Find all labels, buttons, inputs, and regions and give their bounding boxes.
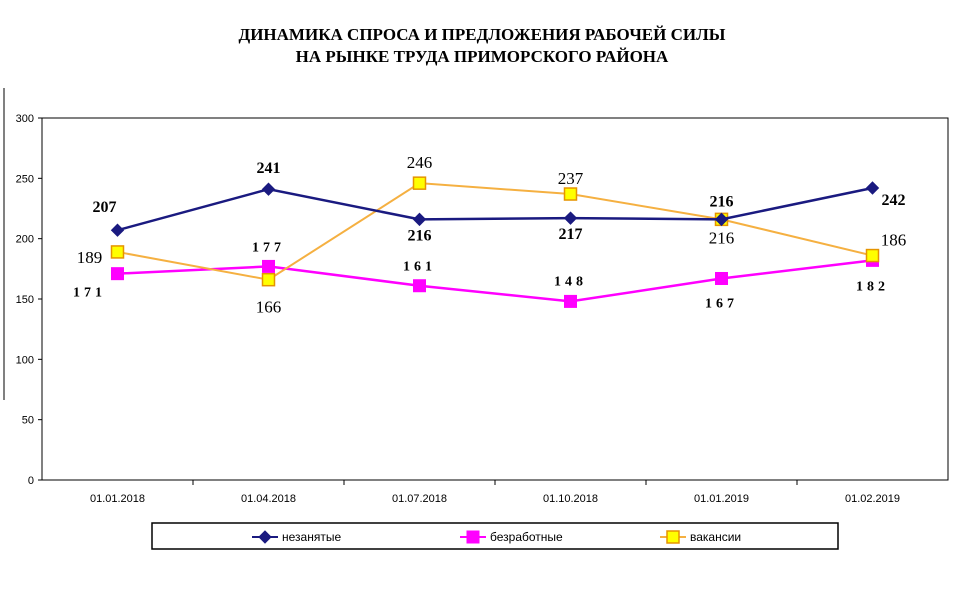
data-label: 207 (93, 199, 117, 216)
data-point-1-3 (564, 294, 577, 308)
y-tick-label: 150 (16, 294, 34, 306)
plot-area (41, 117, 949, 481)
axes: 0 50 100 150 200 250 300 01.01.2018 01.04.2018 01… (16, 113, 900, 505)
data-point-1-2 (413, 279, 426, 293)
data-label: 216 (408, 227, 432, 244)
legend: незанятые безработные вакансии (252, 530, 741, 544)
legend-marker-0 (258, 530, 272, 544)
data-label: 242 (882, 192, 906, 209)
data-point-0-5 (865, 181, 880, 195)
data-label: 167 (705, 296, 738, 311)
y-tick-label: 200 (16, 234, 34, 246)
data-point-1-4 (715, 271, 728, 285)
data-label: 161 (403, 260, 436, 275)
legend-marker-2 (666, 530, 680, 544)
data-label: 216 (709, 228, 735, 247)
y-tick-label: 0 (28, 475, 34, 487)
series-line-2 (117, 182, 873, 281)
data-point-1-1 (262, 259, 275, 273)
data-point-2-3 (563, 187, 578, 201)
data-label: 237 (558, 169, 584, 188)
data-label: 241 (257, 160, 281, 177)
data-point-0-1 (261, 182, 276, 196)
data-label: 177 (252, 240, 285, 255)
data-point-0-0 (110, 223, 125, 237)
data-label: 182 (856, 279, 889, 294)
legend-label: незанятые (282, 530, 341, 544)
y-tick-label: 100 (16, 354, 34, 366)
x-tick-label: 01.07.2018 (392, 493, 447, 505)
data-label: 246 (407, 153, 433, 172)
legend-marker-1 (466, 530, 480, 544)
data-label: 148 (554, 274, 587, 289)
y-tick-label: 250 (16, 173, 34, 185)
y-tick-label: 300 (16, 113, 34, 125)
data-point-0-2 (412, 212, 427, 227)
data-label: 189 (77, 248, 103, 267)
x-tick-label: 01.01.2018 (90, 493, 145, 505)
data-point-1-0 (111, 267, 124, 281)
data-point-0-4 (714, 212, 729, 227)
data-label: 171 (73, 286, 106, 301)
data-point-2-5 (865, 248, 880, 263)
data-label: 216 (710, 193, 734, 210)
data-label: 217 (559, 226, 583, 243)
data-label: 186 (881, 231, 907, 250)
series-lines (110, 176, 880, 308)
x-tick-label: 01.04.2018 (241, 493, 296, 505)
x-tick-label: 01.10.2018 (543, 493, 598, 505)
x-tick-label: 01.02.2019 (845, 493, 900, 505)
data-point-0-3 (563, 211, 578, 225)
data-point-2-1 (261, 272, 276, 287)
series-line-0 (117, 186, 873, 232)
legend-label: безработные (490, 530, 563, 544)
chart-title-line-2: НА РЫНКЕ ТРУДА ПРИМОРСКОГО РАЙОНА (296, 47, 669, 66)
x-tick-label: 01.01.2019 (694, 493, 749, 505)
data-point-2-0 (110, 245, 125, 259)
legend-label: вакансии (690, 530, 741, 544)
y-tick-label: 50 (22, 415, 34, 427)
data-labels: 207 241 216 217 216 242 171 177 161 148 167 182 189 1… (73, 153, 906, 317)
series-line-1 (117, 259, 873, 303)
data-point-2-2 (412, 176, 427, 190)
data-label: 166 (256, 298, 282, 317)
chart-title-line-1: ДИНАМИКА СПРОСА И ПРЕДЛОЖЕНИЯ РАБОЧЕЙ СИ… (239, 25, 726, 44)
